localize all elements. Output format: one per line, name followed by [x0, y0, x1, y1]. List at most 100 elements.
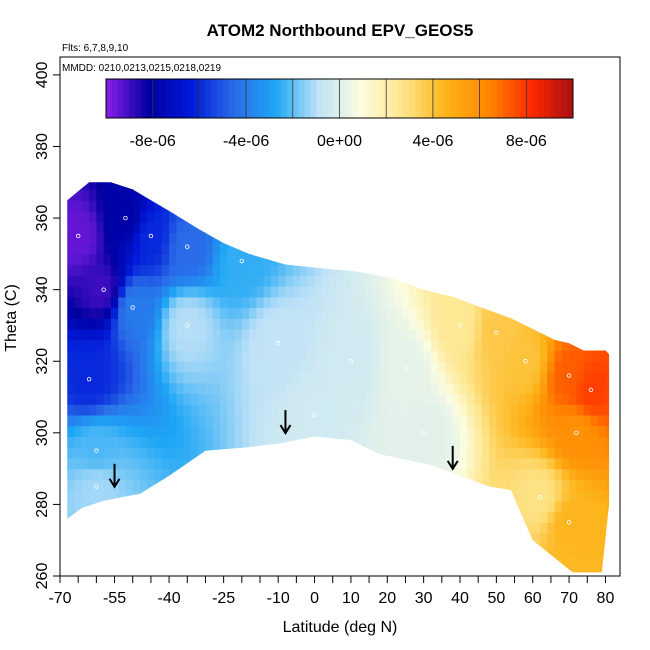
colorbar-swatch — [170, 79, 177, 118]
field-cell — [387, 329, 396, 341]
x-axis: -70 -55 -40 -25 -10 0 10 20 30 40 50 60 70 80 — [48, 576, 614, 607]
field-cell — [190, 253, 199, 266]
field-cell — [380, 404, 388, 416]
field-cell — [518, 350, 527, 362]
field-cell — [74, 221, 83, 233]
field-cell — [554, 447, 563, 459]
field-cell — [576, 82, 584, 93]
field-cell — [285, 554, 294, 566]
field-cell — [154, 468, 163, 480]
field-cell — [286, 125, 294, 136]
field-cell — [401, 404, 410, 416]
field-cell — [445, 543, 454, 556]
field-cell — [547, 543, 556, 556]
field-cell — [409, 522, 417, 534]
field-cell — [234, 318, 243, 330]
field-cell — [241, 296, 250, 309]
field-cell — [401, 307, 410, 319]
field-cell — [380, 372, 388, 384]
field-cell — [176, 339, 185, 352]
field-cell — [241, 382, 250, 394]
field-cell — [176, 565, 185, 573]
field-cell — [613, 297, 621, 308]
field-cell — [583, 511, 592, 523]
field-cell — [292, 189, 301, 201]
field-cell — [510, 350, 519, 362]
field-cell — [605, 329, 610, 341]
field-cell — [358, 339, 367, 352]
field-cell — [154, 522, 163, 534]
field-cell — [140, 436, 148, 448]
field-cell — [60, 82, 68, 93]
field-cell — [510, 264, 519, 276]
field-cell — [96, 468, 105, 480]
field-cell — [598, 93, 606, 104]
field-cell — [547, 264, 556, 276]
field-cell — [132, 393, 141, 405]
field-cell — [503, 339, 512, 352]
field-cell — [474, 414, 483, 427]
field-cell — [606, 61, 614, 72]
field-cell — [249, 522, 257, 534]
field-cell — [314, 425, 323, 437]
field-cell — [190, 393, 199, 405]
field-cell — [67, 393, 68, 405]
field-cell — [110, 447, 119, 459]
field-cell — [314, 232, 323, 244]
field-cell — [590, 393, 599, 405]
field-cell — [110, 264, 119, 276]
field-cell — [598, 339, 607, 352]
field-cell — [278, 221, 287, 233]
colorbar-tick-label: -8e-06 — [130, 133, 176, 150]
field-cell — [510, 447, 519, 459]
field-cell — [307, 147, 315, 158]
field-cell — [249, 565, 257, 573]
field-cell — [489, 264, 497, 276]
field-cell — [227, 565, 236, 573]
field-cell — [540, 350, 548, 362]
field-cell — [285, 533, 294, 545]
field-cell — [430, 372, 439, 384]
field-cell — [67, 264, 68, 276]
field-cell — [598, 104, 606, 115]
colorbar-swatch — [234, 79, 241, 118]
field-cell — [423, 490, 432, 502]
field-cell — [598, 243, 607, 255]
field-cell — [358, 221, 367, 233]
field-cell — [540, 522, 548, 534]
field-cell — [205, 307, 214, 319]
field-cell — [140, 189, 148, 201]
field-cell — [321, 296, 330, 309]
field-cell — [372, 554, 381, 566]
field-cell — [220, 264, 228, 276]
field-cell — [300, 296, 308, 309]
field-cell — [474, 253, 483, 266]
field-cell — [96, 425, 105, 437]
field-cell — [103, 264, 112, 276]
field-cell — [329, 189, 337, 201]
field-cell — [212, 372, 221, 384]
field-cell — [242, 168, 250, 179]
field-cell — [169, 296, 177, 309]
field-cell — [89, 136, 97, 147]
field-cell — [358, 253, 367, 266]
field-cell — [154, 189, 163, 201]
field-cell — [452, 533, 461, 545]
field-cell — [598, 221, 607, 233]
field-cell — [169, 157, 177, 168]
field-cell — [110, 372, 119, 384]
field-cell — [220, 382, 228, 394]
field-cell — [372, 447, 381, 459]
field-cell — [212, 286, 221, 298]
field-cell — [118, 479, 127, 491]
field-cell — [366, 50, 374, 61]
field-cell — [220, 61, 228, 72]
field-cell — [540, 500, 548, 513]
field-cell — [183, 296, 192, 309]
field-cell — [147, 168, 155, 179]
field-cell — [103, 468, 112, 480]
field-cell — [241, 511, 250, 523]
field-cell — [256, 264, 265, 276]
field-cell — [598, 307, 607, 319]
field-cell — [598, 147, 606, 158]
